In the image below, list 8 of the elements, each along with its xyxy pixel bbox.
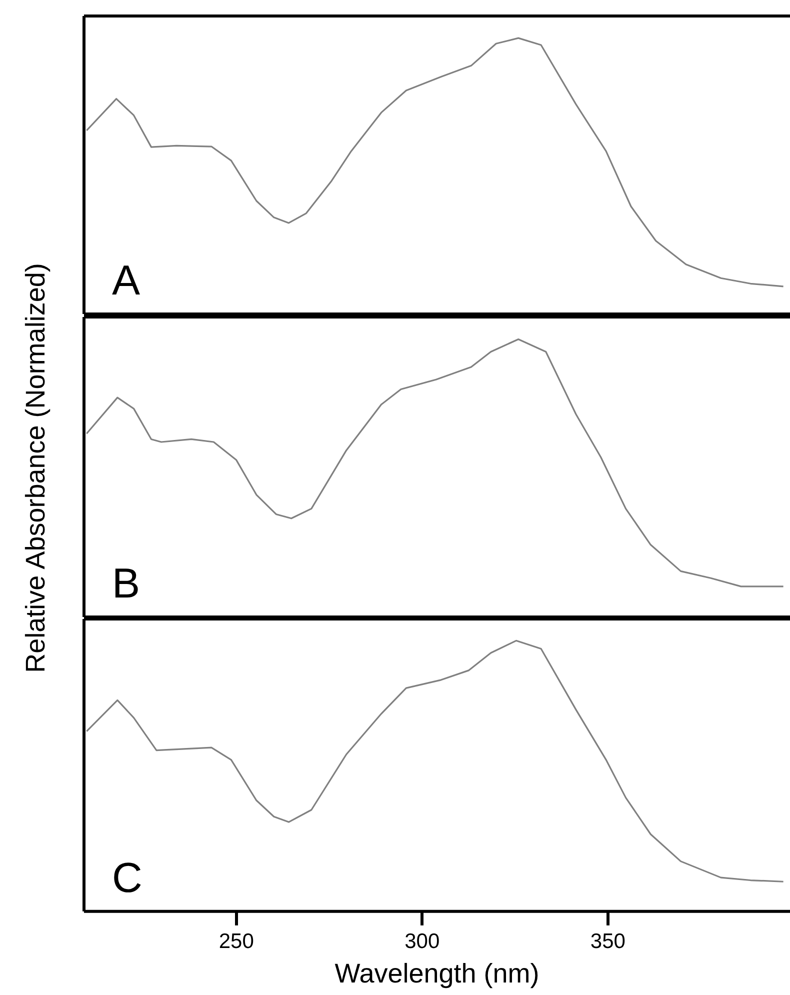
annotation: C <box>112 854 142 901</box>
annotation: B <box>112 560 140 607</box>
y-axis-title: Relative Absorbance (Normalized) <box>20 263 52 673</box>
annotation: A <box>112 256 140 304</box>
x-axis-title: Wavelength (nm) <box>334 958 540 988</box>
x-tick-label: 250 <box>218 930 254 953</box>
x-tick-label: 350 <box>590 930 626 953</box>
x-tick-label: 300 <box>404 930 440 953</box>
